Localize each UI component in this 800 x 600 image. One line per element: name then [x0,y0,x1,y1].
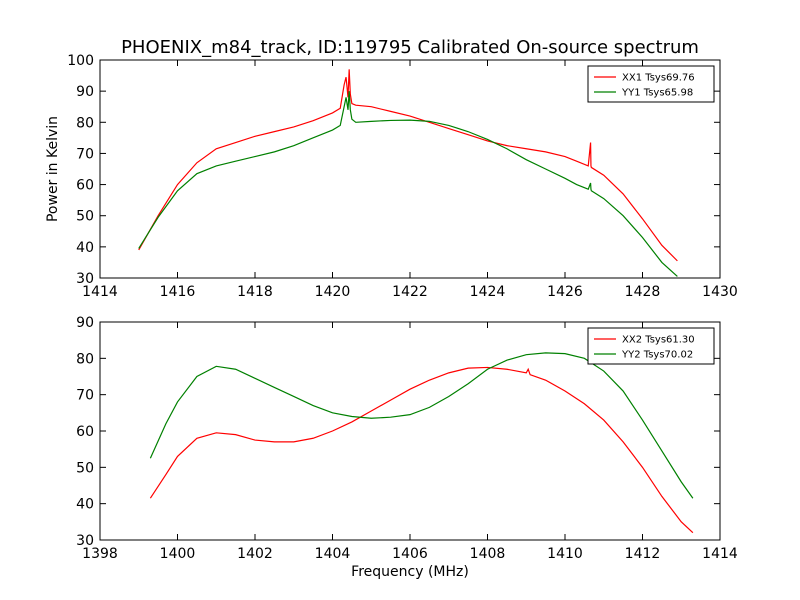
x-tick-label: 1424 [470,284,506,300]
x-tick-label: 1406 [392,546,428,562]
x-tick-label: 1414 [702,546,738,562]
y-tick-label: 90 [76,315,94,331]
x-tick-label: 1422 [392,284,428,300]
x-tick-label: 1410 [547,546,583,562]
legend-box [587,65,715,103]
legend-label: XX2 Tsys61.30 [622,335,695,346]
y-tick-label: 60 [76,424,94,440]
y-tick-label: 80 [76,351,94,367]
x-tick-label: 1418 [237,284,273,300]
x-tick-label: 1402 [237,546,273,562]
y-tick-label: 70 [76,388,94,404]
y-tick-label: 70 [76,146,94,162]
x-tick-label: 1414 [82,284,118,300]
y-tick-label: 30 [76,533,94,549]
x-tick-label: 1420 [315,284,351,300]
series-line-yy-panel2 [149,352,694,499]
bottom-panel: 1398 1400 1402 1404 1406 1408 1410 1412 1414 30 40… [76,315,738,580]
x-tick-label: 1430 [702,284,738,300]
legend: XX1 Tsys69.76 YY1 Tsys65.98 [587,65,715,103]
x-tick-label: 1428 [625,284,661,300]
x-tick-label: 1426 [547,284,583,300]
series-line-xx-panel2 [149,366,694,534]
x-axis-label: Frequency (MHz) [351,564,469,580]
legend-box [587,327,715,365]
x-tick-label: 1412 [625,546,661,562]
x-tick-label: 1404 [315,546,351,562]
top-panel: 1414 1416 1418 1420 1422 1424 1426 1428 1430 30 40… [45,53,738,300]
y-tick-label: 50 [76,460,94,476]
legend-label: YY1 Tsys65.98 [621,88,693,99]
y-tick-label: 90 [76,84,94,100]
y-tick-label: 40 [76,240,94,256]
y-tick-label: 50 [76,209,94,225]
x-tick-label: 1400 [160,546,196,562]
series-line-yy-panel1 [138,91,678,277]
y-tick-label: 100 [67,53,94,69]
legend-label: YY2 Tsys70.02 [621,350,693,361]
y-tick-label: 40 [76,497,94,513]
y-axis-label: Power in Kelvin [45,116,61,222]
y-tick-label: 80 [76,115,94,131]
x-tick-label: 1398 [82,546,118,562]
series-line-xx-panel1 [138,69,678,262]
legend: XX2 Tsys61.30 YY2 Tsys70.02 [587,327,715,365]
chart-title: PHOENIX_m84_track, ID:119795 Calibrated … [121,37,699,58]
legend-label: XX1 Tsys69.76 [622,73,695,84]
y-tick-label: 30 [76,271,94,287]
x-tick-label: 1416 [160,284,196,300]
y-tick-label: 60 [76,178,94,194]
x-tick-label: 1408 [470,546,506,562]
